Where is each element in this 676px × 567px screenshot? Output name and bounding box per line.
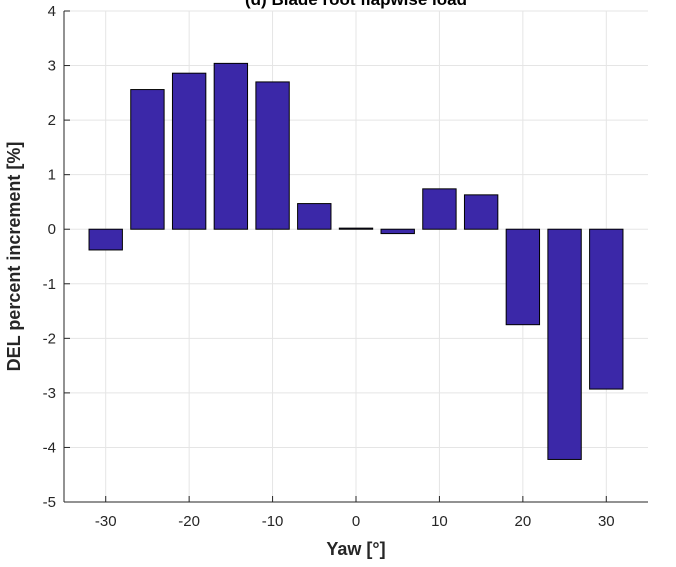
y-tick-label: 0 (48, 221, 56, 238)
x-tick-label: 10 (431, 513, 448, 530)
bar (422, 188, 457, 230)
bar (255, 81, 290, 230)
x-tick-label: 30 (598, 513, 615, 530)
bar (505, 228, 541, 326)
bar (213, 62, 249, 230)
bars (88, 62, 624, 460)
y-tick-label: -4 (43, 439, 56, 456)
x-tick-label: -10 (262, 513, 284, 530)
y-tick-label: -2 (43, 330, 56, 347)
bar (130, 89, 165, 230)
bar (547, 228, 582, 460)
y-tick-label: 4 (48, 3, 56, 20)
x-tick-label: -20 (178, 513, 200, 530)
bar (88, 228, 123, 251)
chart-title: (d) Blade root flapwise load (245, 0, 467, 9)
bar (338, 227, 374, 230)
y-tick-label: 2 (48, 112, 56, 129)
x-tick-label: -30 (95, 513, 117, 530)
axes (63, 10, 648, 503)
bar (463, 194, 499, 230)
y-tick-label: 1 (48, 167, 56, 184)
y-tick-label: -3 (43, 385, 56, 402)
bar (297, 203, 332, 230)
y-axis-label: DEL percent increment [%] (4, 142, 24, 372)
y-tick-label: 3 (48, 58, 56, 75)
y-tick-label: -5 (43, 494, 56, 511)
x-axis-label: Yaw [°] (326, 539, 385, 559)
x-tick-label: 0 (352, 513, 360, 530)
bar (380, 228, 415, 235)
bar (589, 228, 624, 390)
x-tick-label: 20 (515, 513, 532, 530)
y-tick-label: -1 (43, 276, 56, 293)
bar (171, 72, 207, 230)
